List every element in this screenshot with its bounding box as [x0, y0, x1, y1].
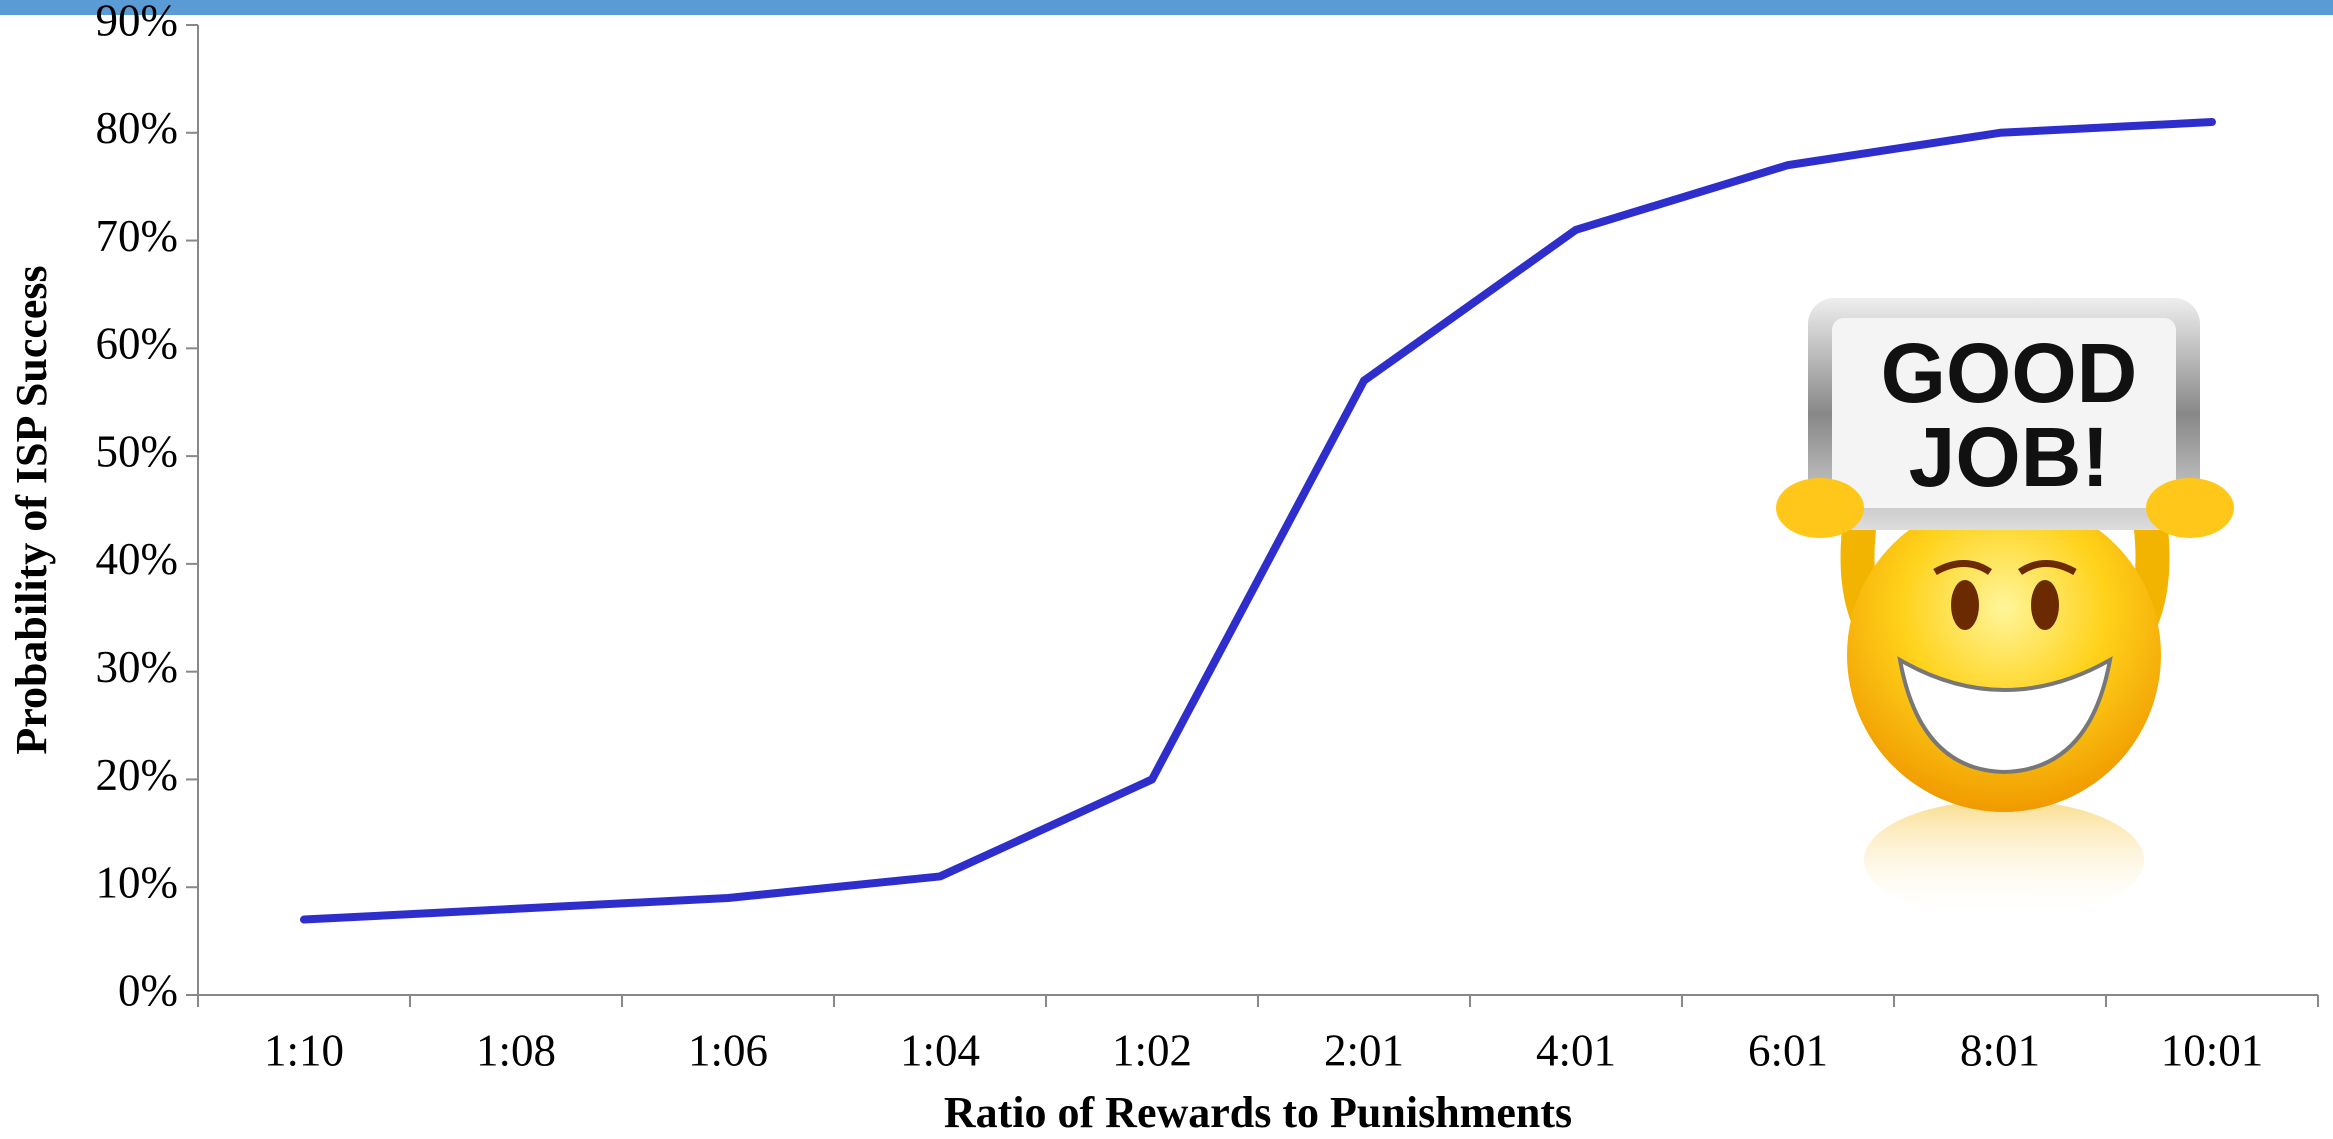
y-tick-label: 10% — [96, 858, 179, 908]
y-tick-label: 40% — [96, 534, 179, 584]
sign-text: GOOD — [1881, 326, 2138, 420]
x-tick-label: 1:10 — [264, 1025, 344, 1075]
x-tick-label: 6:01 — [1748, 1025, 1828, 1075]
page: Ratio of Rewards to Punishments Probabil… — [0, 0, 2333, 1139]
clipart: GOOD JOB! — [1776, 298, 2234, 920]
top-bar — [0, 0, 2333, 15]
y-axis-title: Probability of ISP Success — [7, 265, 56, 754]
x-axis-title: Ratio of Rewards to Punishments — [944, 1088, 1572, 1137]
chart: Ratio of Rewards to Punishments Probabil… — [0, 0, 2333, 1139]
y-tick-label: 50% — [96, 426, 179, 476]
y-tick-label: 30% — [96, 642, 179, 692]
x-tick-label: 4:01 — [1536, 1025, 1616, 1075]
y-tick-label: 20% — [96, 750, 179, 800]
x-tick-label: 1:08 — [476, 1025, 556, 1075]
x-tick-label: 10:01 — [2161, 1025, 2264, 1075]
y-tick-label: 90% — [96, 0, 179, 45]
sign-text: JOB! — [1909, 410, 2110, 504]
x-tick-label: 1:06 — [688, 1025, 768, 1075]
y-tick-label: 70% — [96, 211, 179, 261]
x-tick-label: 8:01 — [1960, 1025, 2040, 1075]
x-tick-label: 1:04 — [900, 1025, 980, 1075]
x-tick-label: 2:01 — [1324, 1025, 1404, 1075]
x-tick-label: 1:02 — [1112, 1025, 1192, 1075]
y-tick-label: 0% — [118, 965, 178, 1015]
y-tick-label: 60% — [96, 319, 179, 369]
y-tick-label: 80% — [96, 103, 179, 153]
